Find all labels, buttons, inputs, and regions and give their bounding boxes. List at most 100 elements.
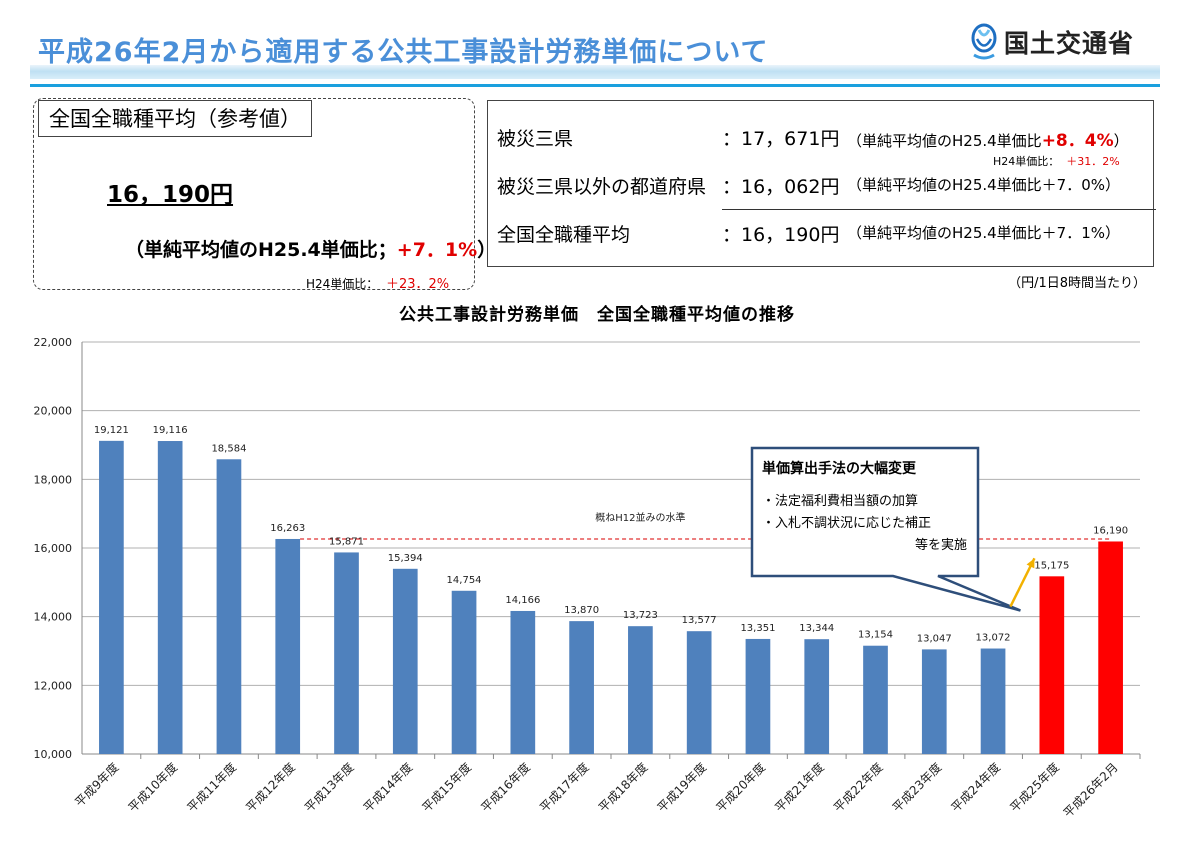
page-title: 平成26年2月から適用する公共工事設計労務単価について [38, 37, 769, 68]
x-tick-label: 平成10年度 [125, 760, 180, 815]
bar-value-label: 13,072 [976, 633, 1011, 644]
x-tick-label: 平成22年度 [830, 760, 885, 815]
summary-row-value: ：16，190円 [722, 224, 840, 246]
h24-prefix: H24単価比： [306, 277, 379, 291]
bar-value-label: 16,263 [270, 523, 305, 534]
y-tick-label: 12,000 [34, 679, 73, 692]
x-tick-label: 平成12年度 [242, 760, 297, 815]
note-prefix: （単純平均値のH25.4単価比 [847, 132, 1042, 150]
ratio-prefix: （単純平均値のH25.4単価比； [125, 239, 397, 261]
bar-value-label: 13,723 [623, 610, 658, 621]
bar-value-label: 16,190 [1093, 525, 1128, 536]
bar-value-label: 13,047 [917, 633, 952, 644]
y-tick-label: 14,000 [34, 611, 73, 624]
summary-divider [722, 209, 1156, 211]
callout-item: 等を実施 [915, 538, 968, 553]
bar [863, 645, 888, 754]
reference-line-label: 概ねH12並みの水準 [595, 511, 685, 524]
bar-value-label: 13,870 [564, 605, 599, 616]
title-band [30, 65, 1160, 79]
bar [980, 648, 1006, 754]
summary-row-note: （単純平均値のH25.4単価比+8．4%） [847, 126, 1129, 151]
x-tick-label: 平成15年度 [419, 760, 474, 815]
bar-value-label: 18,584 [211, 443, 246, 454]
reference-value: 16，190円 [107, 182, 234, 208]
reference-label: 全国全職種平均（参考値） [38, 100, 312, 137]
bar [628, 626, 653, 754]
summary-row-note: （単純平均値のH25.4単価比＋7．1%） [847, 224, 1121, 242]
reference-box [33, 98, 475, 290]
bar [275, 538, 301, 754]
summary-row-label: 全国全職種平均 [497, 224, 631, 246]
bar-value-label: 13,577 [682, 615, 717, 626]
x-tick-label: 平成16年度 [478, 760, 533, 815]
x-tick-label: 平成17年度 [536, 760, 591, 815]
bar-value-label: 15,394 [388, 553, 423, 564]
bar [99, 440, 124, 754]
x-tick-label: 平成18年度 [595, 760, 650, 815]
callout-item: ・法定福利費相当額の加算 [762, 494, 919, 509]
chart-title: 公共工事設計労務単価 全国全職種平均値の推移 [399, 305, 795, 325]
bar [510, 610, 536, 754]
x-tick-label: 平成23年度 [889, 760, 944, 815]
x-tick-label: 平成26年2月 [1061, 760, 1121, 820]
bar [569, 621, 594, 754]
ratio-value: +7．1% [396, 239, 478, 261]
ministry-logo: 国土交通省 [970, 22, 1134, 62]
y-tick-label: 10,000 [34, 748, 73, 761]
x-tick-label: 平成14年度 [360, 760, 415, 815]
arrow-head-icon [1026, 558, 1035, 569]
bar-value-label: 19,116 [153, 425, 188, 436]
bar-value-label: 13,154 [858, 630, 893, 641]
x-tick-label: 平成13年度 [301, 760, 356, 815]
unit-note: （円/1日8時間当たり） [1008, 276, 1146, 291]
y-tick-label: 18,000 [34, 473, 73, 486]
y-tick-label: 16,000 [34, 542, 73, 555]
h24-value: ＋31．2% [1066, 155, 1120, 168]
summary-row-note: （単純平均値のH25.4単価比＋7．0%） [847, 176, 1121, 194]
summary-box [487, 100, 1154, 267]
bar-value-label: 14,166 [505, 595, 540, 606]
mlit-emblem-icon [971, 23, 997, 60]
bar [157, 441, 183, 754]
bar-value-label: 19,121 [94, 425, 129, 436]
x-tick-label: 平成24年度 [948, 760, 1003, 815]
bar [921, 649, 947, 754]
summary-row-value: ：16，062円 [722, 176, 840, 198]
bar-value-label: 14,754 [447, 575, 482, 586]
x-tick-label: 平成11年度 [184, 760, 239, 815]
title-underline [30, 84, 1160, 87]
x-tick-label: 平成9年度 [72, 760, 122, 810]
note-suffix: ） [1113, 132, 1129, 150]
callout-item: ・入札不調状況に応じた補正 [762, 516, 932, 531]
summary-row-value: ：17，671円 [722, 128, 840, 150]
y-tick-label: 20,000 [34, 405, 73, 418]
x-tick-label: 平成19年度 [654, 760, 709, 815]
bar [804, 639, 830, 754]
bar-value-label: 13,344 [799, 623, 834, 634]
x-tick-label: 平成21年度 [771, 760, 826, 815]
x-tick-label: 平成20年度 [713, 760, 768, 815]
bar [1098, 541, 1123, 754]
y-tick-label: 22,000 [34, 336, 73, 349]
h24-value: ＋23．2% [385, 277, 450, 292]
bar [451, 590, 477, 754]
summary-row-label: 被災三県 [497, 128, 574, 150]
summary-row-label: 被災三県以外の都道府県 [497, 176, 707, 198]
h24-prefix: H24単価比： [993, 155, 1060, 168]
reference-h24-ratio: H24単価比： ＋23．2% [306, 273, 449, 292]
callout-title: 単価算出手法の大幅変更 [762, 461, 916, 477]
bar [1039, 576, 1065, 754]
note-value: +8．4% [1041, 131, 1114, 151]
bar-value-label: 15,175 [1034, 560, 1069, 571]
bar-value-label: 13,351 [740, 623, 775, 634]
bar [745, 638, 771, 754]
bar [686, 631, 712, 754]
bar [216, 459, 242, 754]
summary-h24-ratio: H24単価比： ＋31．2% [993, 153, 1120, 169]
callout-box [750, 446, 1021, 612]
bar-value-label: 15,871 [329, 536, 364, 547]
bar [392, 568, 418, 754]
bar [334, 552, 359, 754]
